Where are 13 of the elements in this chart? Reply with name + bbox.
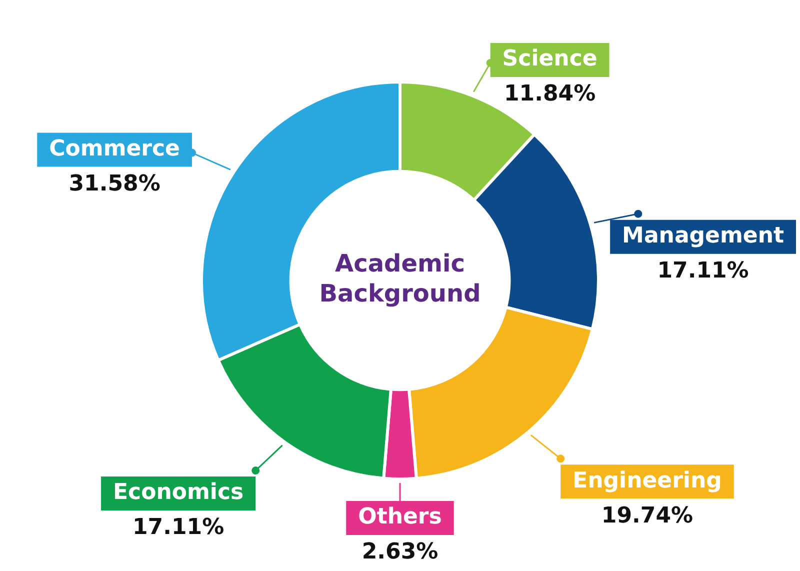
legend-label: Management: [622, 224, 784, 249]
slice-label: Commerce: [49, 136, 180, 162]
data-label: 11.84%: [504, 82, 596, 107]
data-label: 31.58%: [68, 171, 160, 196]
data-label: 17.11%: [657, 258, 749, 284]
slice-label: Others: [358, 504, 442, 530]
legend-label: Economics: [113, 480, 244, 506]
data-label: 2.63%: [362, 540, 438, 565]
data-label: 19.74%: [601, 503, 694, 528]
data-label: 17.11%: [132, 515, 224, 540]
slice-label: Science: [502, 46, 598, 72]
text: Academic Background: [319, 250, 481, 308]
legend-label: Engineering: [572, 468, 722, 494]
